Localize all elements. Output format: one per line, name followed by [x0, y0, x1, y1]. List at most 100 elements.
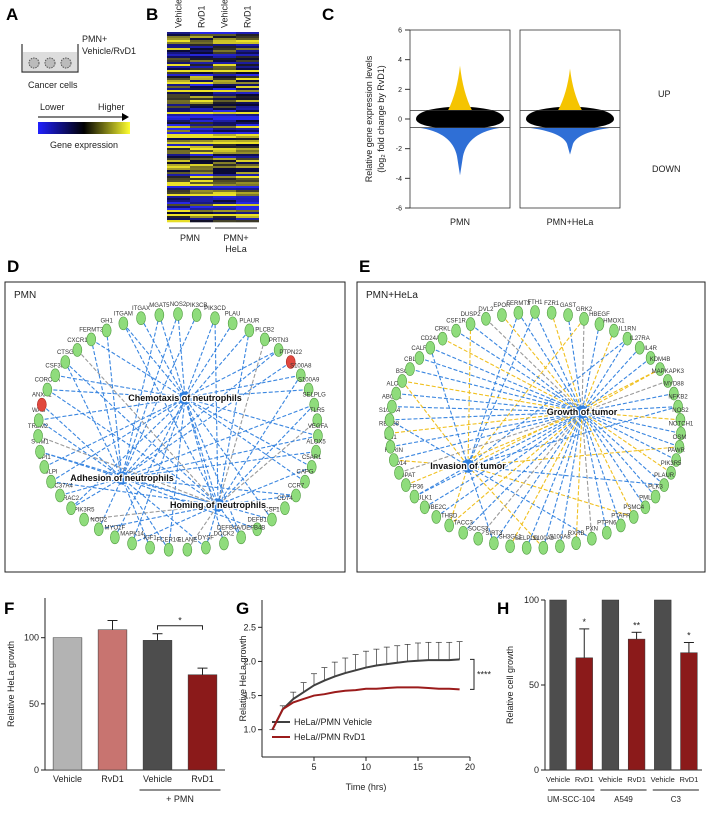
network-edge — [121, 314, 160, 479]
significance-label: * — [178, 616, 182, 626]
significance-bracket — [470, 658, 475, 690]
heatmap-cell — [167, 70, 190, 73]
network-edge — [559, 411, 583, 547]
heatmap-cell — [236, 70, 259, 73]
heatmap-cell — [213, 158, 236, 161]
network-edge — [581, 330, 615, 413]
heatmap-cell — [190, 204, 213, 207]
network-edge — [581, 324, 600, 413]
heatmap-cell — [167, 162, 190, 165]
heatmap-cell — [213, 86, 236, 89]
network-edge — [70, 477, 123, 509]
heatmap-cell — [236, 80, 259, 83]
heatmap-cell — [236, 82, 259, 85]
heatmap-cell — [190, 102, 213, 105]
heatmap-cell — [167, 126, 190, 129]
heatmap-cell — [190, 44, 213, 47]
network-edge — [64, 361, 123, 479]
network-node — [306, 460, 317, 474]
network-node — [388, 453, 399, 467]
network-node — [628, 510, 639, 524]
heatmap-cell — [167, 176, 190, 179]
panel-letter: F — [4, 599, 14, 618]
heatmap-cell — [213, 58, 236, 61]
network-node — [465, 317, 476, 331]
heatmap-cell — [190, 110, 213, 113]
network-node — [663, 374, 673, 388]
legend-label: HeLa//PMN Vehicle — [294, 717, 372, 727]
heatmap-cell — [213, 132, 236, 135]
heatmap-cell — [236, 40, 259, 43]
network-edge — [140, 317, 186, 399]
node-label: IGF1 — [143, 536, 157, 542]
heatmap-cell — [213, 90, 236, 93]
significance-label: * — [687, 631, 691, 641]
heatmap-cell — [190, 34, 213, 37]
node-label: PAWR — [668, 448, 686, 454]
network-edge — [64, 361, 219, 506]
heatmap-cell — [236, 180, 259, 183]
node-label: CSF1R — [446, 319, 466, 325]
network-node — [236, 530, 246, 545]
network-edge — [217, 339, 266, 506]
network-edge — [184, 397, 273, 520]
node-label: CSF1 — [264, 508, 280, 514]
network-edge — [517, 312, 583, 413]
heatmap-cell — [167, 96, 190, 99]
node-label: ANXA1 — [32, 393, 52, 399]
network-edge — [581, 411, 656, 497]
network-edge — [581, 411, 608, 533]
heatmap-cell — [167, 200, 190, 203]
heatmap-cell — [213, 66, 236, 69]
network-edge — [448, 411, 583, 526]
network-node — [219, 536, 229, 551]
heatmap-cell — [213, 144, 236, 147]
heatmap-cell — [167, 56, 190, 59]
heatmap-cell — [213, 130, 236, 133]
significance-bracket — [157, 625, 203, 630]
heatmap-cell — [190, 60, 213, 63]
node-label: NOTCH1 — [669, 421, 694, 427]
node-label: FCER1G — [156, 538, 181, 544]
heatmap-cell — [213, 104, 236, 107]
network-node — [311, 444, 321, 459]
heatmap-cell — [213, 134, 236, 137]
network-node — [481, 312, 491, 326]
heatmap-cell — [190, 94, 213, 97]
heatmap-cell — [190, 162, 213, 165]
network-edge — [448, 465, 469, 526]
heatmap-cell — [213, 108, 236, 111]
x-tick-label: RvD1 — [627, 775, 646, 784]
heatmap-cell — [213, 120, 236, 123]
hub-node — [210, 497, 226, 513]
heatmap-cell — [236, 98, 259, 101]
x-tick-label: 15 — [413, 762, 423, 772]
network-edge — [217, 504, 285, 509]
heatmap-cell — [236, 88, 259, 91]
heatmap-cell — [236, 216, 259, 219]
y-axis-label: (log₂ fold change by RvD1) — [376, 65, 386, 173]
network-edge — [390, 411, 583, 448]
heatmap-cell — [236, 46, 259, 49]
network-edge — [90, 338, 186, 399]
network-edge — [184, 389, 309, 399]
heatmap-cell — [167, 104, 190, 107]
node-label: VEGFA — [308, 424, 328, 430]
heatmap-cell — [213, 168, 236, 171]
heatmap-cell — [167, 218, 190, 221]
network-edge — [121, 477, 273, 521]
heatmap-cell — [236, 136, 259, 139]
heatmap-cell — [167, 204, 190, 207]
heatmap-cell — [190, 172, 213, 175]
heatmap-cell — [167, 86, 190, 89]
network-edge — [184, 374, 301, 399]
heatmap-cell — [167, 168, 190, 171]
x-tick-label: Vehicle — [546, 775, 570, 784]
network-node — [391, 386, 401, 401]
heatmap-cell — [236, 166, 259, 169]
heatmap-cell — [213, 80, 236, 83]
heatmap-cell — [213, 220, 236, 223]
heatmap-cell — [213, 156, 236, 159]
network-edge — [59, 477, 123, 497]
network-node — [201, 540, 211, 555]
